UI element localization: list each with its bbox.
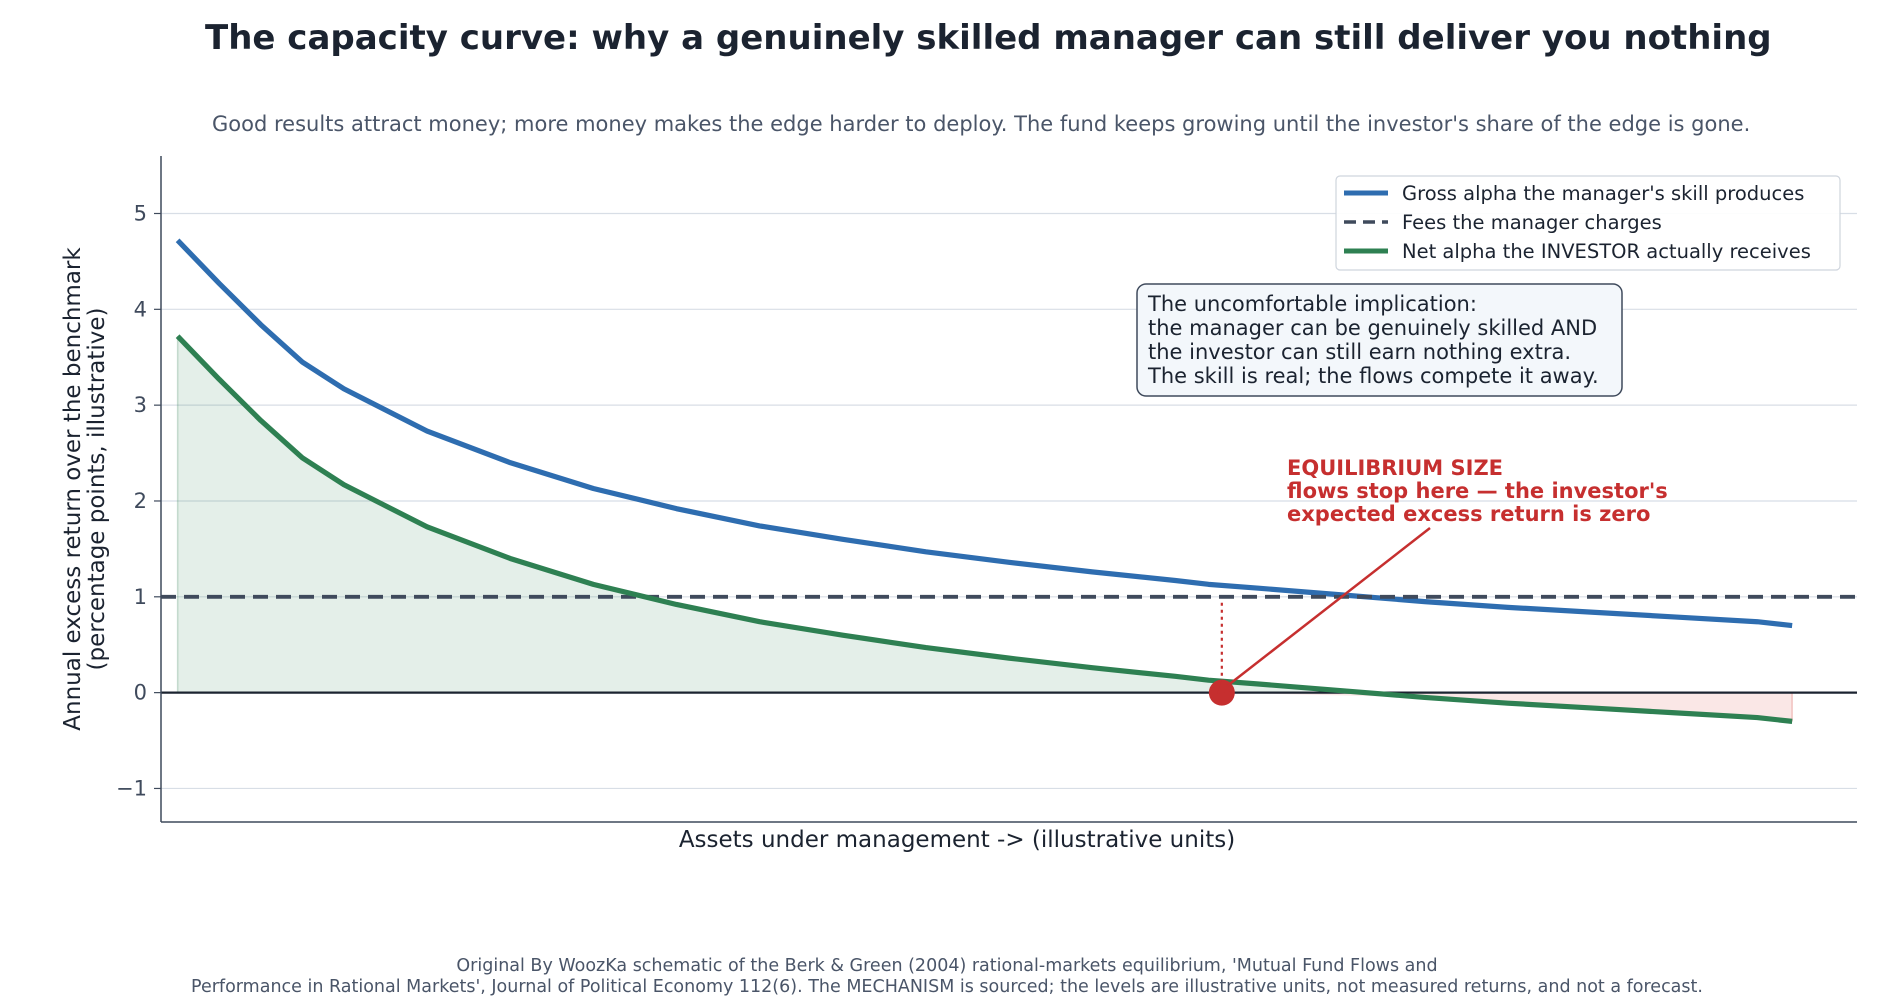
- footer-line-1: Original By WoozKa schematic of the Berk…: [456, 956, 1437, 976]
- y-axis-label: Annual excess return over the benchmark …: [60, 247, 110, 731]
- implication-box: The uncomfortable implication: the manag…: [1136, 283, 1623, 397]
- y-tick-label: 4: [134, 297, 147, 321]
- axes: [160, 156, 1857, 823]
- y-axis-label-line-2: (percentage points, illustrative): [84, 308, 110, 671]
- equilibrium-annotation: EQUILIBRIUM SIZE flows stop here — the i…: [1217, 456, 1668, 694]
- implication-line-2: the manager can be genuinely skilled AND: [1148, 316, 1597, 340]
- source-footer: Original By WoozKa schematic of the Berk…: [191, 956, 1703, 997]
- equilibrium-arrowhead: [1217, 679, 1232, 694]
- equilibrium-label-line-2: flows stop here — the investor's: [1287, 479, 1668, 503]
- equilibrium-label-line-1: EQUILIBRIUM SIZE: [1287, 456, 1503, 480]
- implication-line-4: The skill is real; the flows compete it …: [1147, 364, 1599, 388]
- implication-box-frame: [1136, 283, 1623, 397]
- y-ticks: −1 0 1 2 3 4 5: [116, 201, 161, 800]
- y-tick-label: −1: [116, 776, 147, 800]
- equilibrium-arrow: [1221, 527, 1431, 691]
- y-axis-label-line-1: Annual excess return over the benchmark: [60, 247, 86, 731]
- chart-subtitle: Good results attract money; more money m…: [212, 112, 1750, 136]
- y-tick-label: 2: [134, 489, 147, 513]
- gross-alpha-line: [175, 238, 1793, 629]
- legend-label-gross: Gross alpha the manager's skill produces: [1402, 182, 1804, 205]
- legend: Gross alpha the manager's skill produces…: [1335, 175, 1841, 271]
- legend-label-net: Net alpha the INVESTOR actually receives: [1402, 240, 1811, 263]
- y-tick-label: 5: [134, 201, 147, 225]
- implication-line-3: the investor can still earn nothing extr…: [1148, 340, 1571, 364]
- y-tick-label: 0: [134, 681, 147, 705]
- legend-label-fees: Fees the manager charges: [1402, 211, 1662, 234]
- equilibrium-label-line-3: expected excess return is zero: [1287, 502, 1650, 526]
- y-tick-label: 1: [134, 585, 147, 609]
- net-alpha-line: [175, 334, 1793, 724]
- y-tick-label: 3: [134, 393, 147, 417]
- legend-frame: [1335, 175, 1841, 271]
- area-fills: [176, 336, 1793, 722]
- footer-line-2: Performance in Rational Markets', Journa…: [191, 977, 1703, 997]
- implication-line-1: The uncomfortable implication:: [1147, 292, 1477, 316]
- positive-net-alpha-area: [177, 336, 1342, 693]
- chart-title: The capacity curve: why a genuinely skil…: [205, 18, 1772, 58]
- x-axis-label: Assets under management -> (illustrative…: [679, 827, 1235, 853]
- negative-net-alpha-area: [1221, 692, 1793, 722]
